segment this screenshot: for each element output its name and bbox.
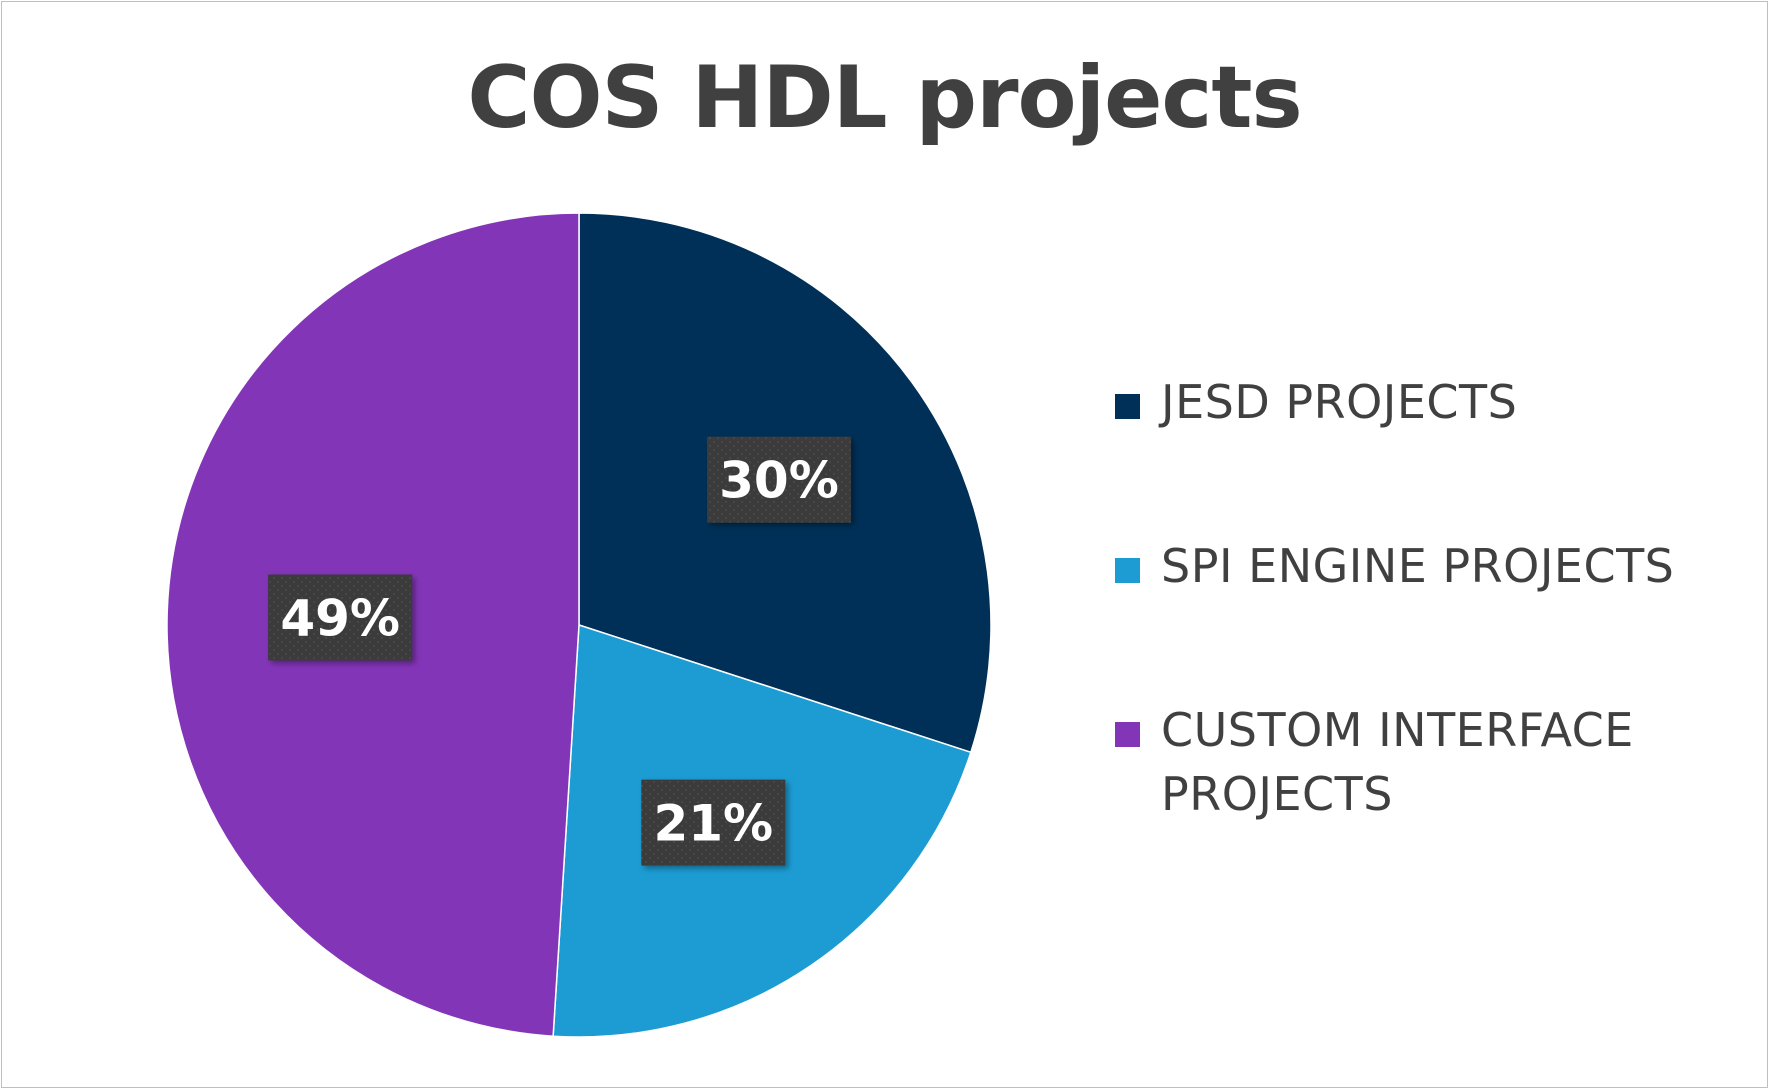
legend-item-jesd: JESD PROJECTS — [1115, 370, 1755, 434]
legend-label-jesd: JESD PROJECTS — [1161, 375, 1518, 429]
legend-swatch-jesd — [1115, 394, 1140, 419]
data-label-box-jesd — [706, 436, 851, 523]
data-label-box-custom-interface — [268, 574, 413, 661]
chart-title: COS HDL projects — [467, 48, 1302, 148]
legend-item-spi-engine: SPI ENGINE PROJECTS — [1115, 534, 1755, 598]
data-label-spi-engine: 21% — [641, 779, 786, 866]
data-label-jesd: 30% — [706, 436, 851, 523]
data-label-custom-interface: 49% — [268, 574, 413, 661]
legend-swatch-custom-interface — [1115, 722, 1140, 747]
legend-label-custom-interface: CUSTOM INTERFACE PROJECTS — [1161, 703, 1634, 821]
pie-data-labels: 30% 21% 49% — [268, 436, 851, 866]
chart-legend: JESD PROJECTS SPI ENGINE PROJECTS CUSTOM… — [1115, 370, 1755, 826]
legend-swatch-spi-engine — [1115, 558, 1140, 583]
data-label-box-spi-engine — [641, 779, 786, 866]
legend-label-spi-engine: SPI ENGINE PROJECTS — [1161, 539, 1675, 593]
data-label-text-spi-engine: 21% — [653, 795, 773, 853]
legend-item-custom-interface: CUSTOM INTERFACE PROJECTS — [1115, 698, 1755, 826]
data-label-text-custom-interface: 49% — [280, 589, 400, 647]
data-label-text-jesd: 30% — [719, 452, 839, 510]
